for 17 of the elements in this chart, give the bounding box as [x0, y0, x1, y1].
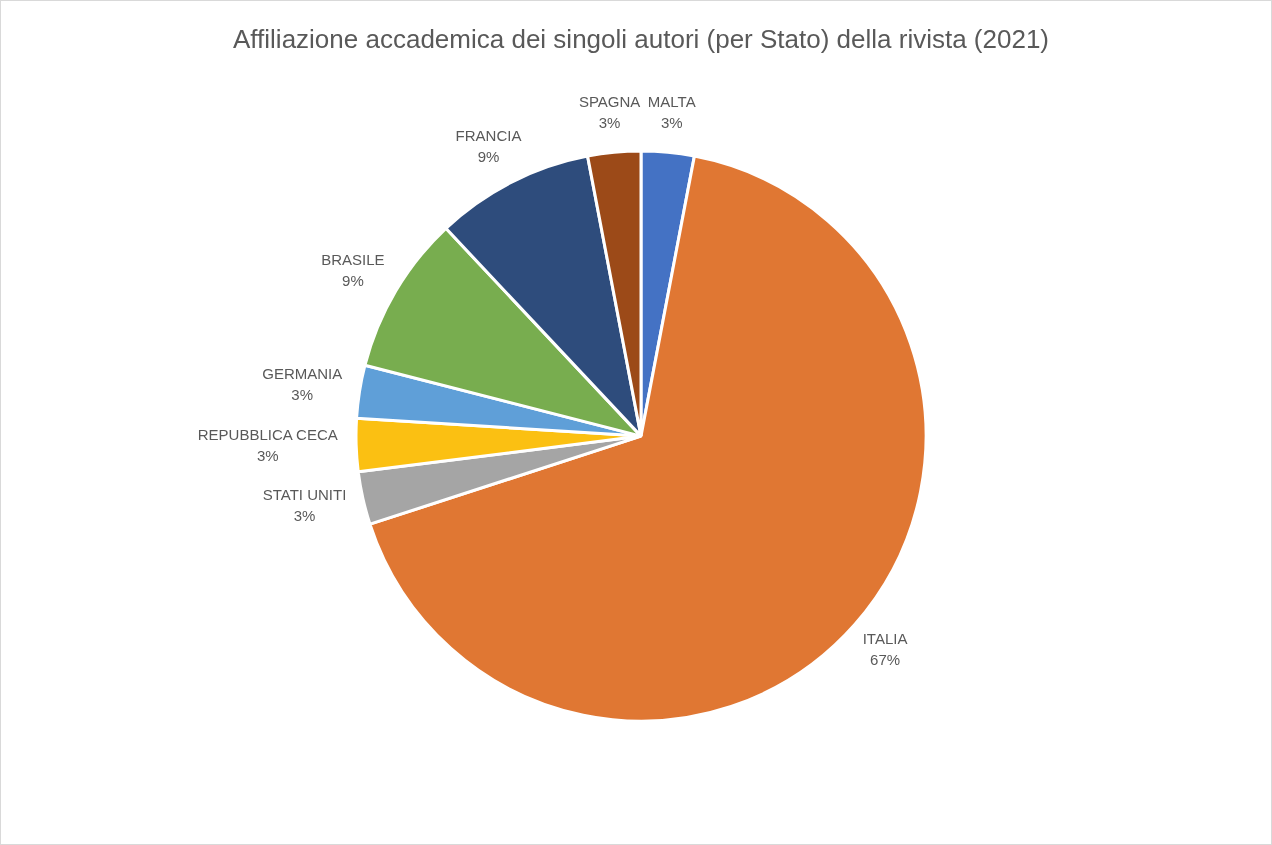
slice-label: FRANCIA	[455, 127, 522, 145]
slice-label: ITALIA	[862, 630, 908, 648]
slice-label: SPAGNA	[578, 93, 641, 111]
data-label: 3%	[256, 446, 279, 464]
slice-label: STATI UNITI	[262, 486, 347, 504]
slice-label: MALTA	[647, 93, 696, 111]
slice-label: GERMANIA	[262, 365, 343, 383]
data-label: 9%	[342, 271, 364, 289]
slice-label: REPUBBLICA CECA	[197, 425, 338, 443]
data-label: 67%	[870, 651, 901, 669]
data-label: 3%	[291, 386, 314, 404]
data-label: 3%	[293, 507, 316, 525]
data-label: 3%	[660, 114, 683, 132]
chart-title: Affiliazione accademica dei singoli autori (per Stato) della rivista (2021)	[232, 23, 1050, 54]
data-label: 3%	[598, 114, 621, 132]
data-label: 9%	[477, 148, 500, 166]
slice-label: BRASILE	[321, 250, 385, 268]
